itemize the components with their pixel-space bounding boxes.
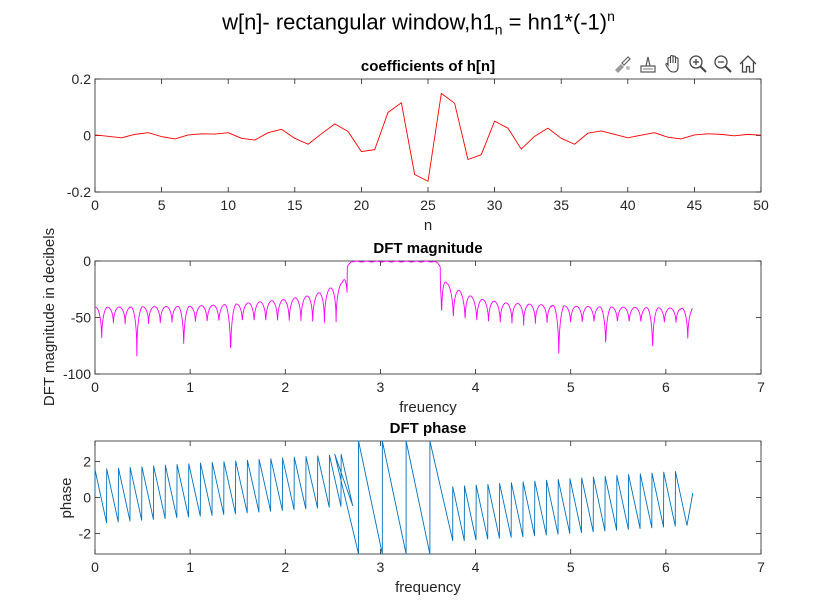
x-tick-label: 5	[567, 559, 575, 575]
axes-2: 0 1 2 3 4 5 6 7 -100 -50 0 DFT magnitude freuency DFT…	[41, 228, 765, 416]
axes-toolbar	[611, 52, 760, 78]
figure-title-middle: = hn1*(-1)	[502, 9, 608, 35]
magnitude-line	[94, 260, 693, 357]
x-tick-label: 7	[757, 379, 765, 395]
y-tick-label: 2	[83, 454, 91, 470]
y-tick-label: -50	[71, 310, 91, 326]
x-tick-label: 5	[158, 197, 166, 213]
x-axis-label: freuency	[399, 399, 457, 416]
x-tick-label: 50	[753, 197, 769, 213]
x-tick-label: 2	[281, 379, 289, 395]
x-tick-label: 3	[377, 379, 385, 395]
x-tick-label: 2	[281, 559, 289, 575]
figure-title-superscript: n	[607, 8, 615, 24]
x-tick-label: 0	[91, 559, 99, 575]
figure-title-main: w[n]- rectangular window,h1	[222, 9, 495, 35]
home-icon[interactable]	[736, 52, 760, 76]
x-tick-label: 40	[620, 197, 636, 213]
y-tick-label: 0.2	[72, 71, 92, 87]
brush-select-icon[interactable]	[611, 52, 635, 76]
x-tick-label: 0	[91, 197, 99, 213]
x-tick-label: 1	[186, 379, 194, 395]
data-tip-icon[interactable]	[636, 52, 660, 76]
x-tick-label: 35	[553, 197, 569, 213]
axes-title: DFT magnitude	[373, 240, 482, 257]
y-tick-label: 0	[83, 490, 91, 506]
pan-hand-icon[interactable]	[661, 52, 685, 76]
x-tick-label: 5	[567, 379, 575, 395]
zoom-out-icon[interactable]	[711, 52, 735, 76]
zoom-in-icon[interactable]	[686, 52, 710, 76]
x-tick-label: 1	[186, 559, 194, 575]
axes-3: 0 1 2 3 4 5 6 7 -2 0 2 DFT phase frequency phase	[58, 420, 765, 596]
x-tick-label: 25	[420, 197, 436, 213]
x-tick-label: 3	[377, 559, 385, 575]
x-tick-label: 20	[354, 197, 370, 213]
figure-title-subscript: n	[494, 21, 503, 38]
coefficient-line	[94, 92, 762, 182]
y-axis-label: phase	[58, 478, 75, 519]
y-tick-label: 0	[83, 253, 91, 269]
axes-title: coefficients of h[n]	[361, 58, 495, 75]
x-tick-label: 6	[662, 559, 670, 575]
x-tick-label: 10	[220, 197, 236, 213]
x-axis-label: frequency	[395, 579, 461, 596]
x-tick-label: 7	[757, 559, 765, 575]
axes-1: 0 5 10 15 20 25 30 35 40 45 50-0.200.2coefficients…	[67, 58, 769, 234]
y-axis-label: DFT magnitude in decibels	[41, 228, 58, 406]
x-tick-label: 4	[472, 379, 480, 395]
x-tick-label: 45	[687, 197, 703, 213]
x-tick-label: 0	[91, 379, 99, 395]
x-tick-label: 6	[662, 379, 670, 395]
x-tick-label: 30	[487, 197, 503, 213]
y-tick-label: -0.2	[67, 184, 91, 200]
y-tick-label: 0	[83, 128, 91, 144]
x-tick-label: 4	[472, 559, 480, 575]
y-tick-label: -100	[63, 366, 91, 382]
plot-area	[94, 78, 762, 193]
y-tick-label: -2	[79, 525, 92, 541]
figure-title: w[n]- rectangular window,h1n = hn1*(-1)n	[0, 8, 837, 38]
axes-title: DFT phase	[390, 420, 467, 437]
plot-area	[94, 440, 762, 555]
x-tick-label: 15	[287, 197, 303, 213]
phase-line	[94, 440, 694, 555]
x-axis-label: n	[424, 217, 432, 234]
